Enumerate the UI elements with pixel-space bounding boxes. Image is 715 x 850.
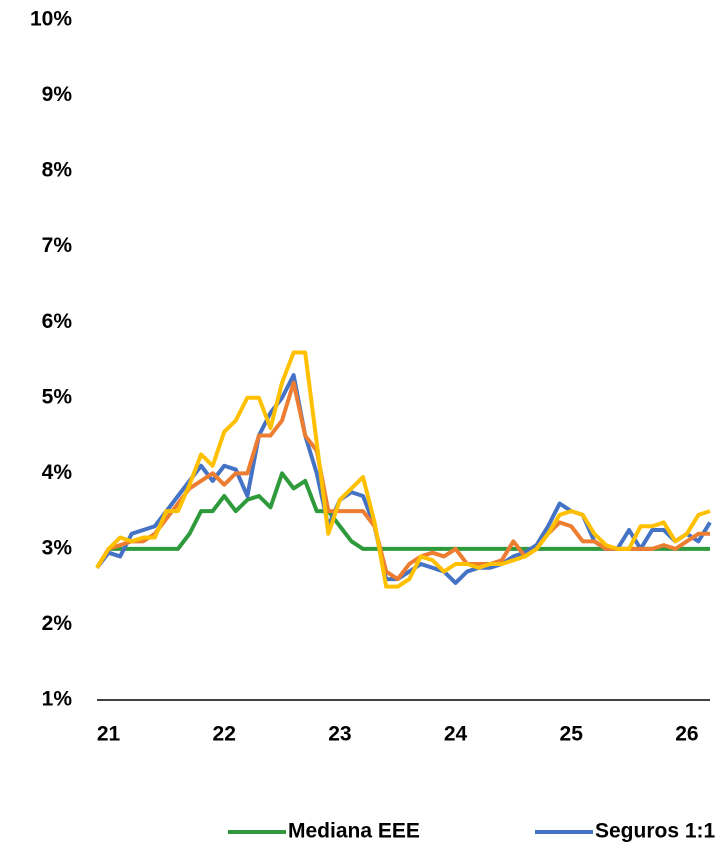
legend-label: Mediana EEE	[288, 820, 420, 843]
y-tick-label: 10%	[30, 8, 72, 31]
x-tick-label: 22	[213, 723, 236, 746]
y-tick-label: 3%	[42, 536, 73, 559]
y-tick-label: 5%	[42, 385, 73, 408]
y-tick-label: 9%	[42, 83, 73, 106]
x-tick-label: 26	[675, 723, 698, 746]
y-tick-label: 2%	[42, 612, 73, 635]
x-tick-label: 25	[560, 723, 584, 746]
y-tick-label: 8%	[42, 159, 73, 182]
legend-label: Seguros 1:1	[595, 820, 715, 843]
series-line	[95, 373, 712, 585]
y-tick-label: 4%	[42, 461, 73, 484]
y-tick-label: 7%	[42, 234, 73, 257]
series-line	[95, 380, 710, 582]
x-tick-label: 21	[97, 723, 121, 746]
x-tick-label: 23	[328, 723, 351, 746]
x-tick-label: 24	[444, 723, 468, 746]
y-tick-label: 1%	[42, 688, 73, 711]
y-tick-label: 6%	[42, 310, 73, 333]
series-line	[95, 350, 711, 589]
